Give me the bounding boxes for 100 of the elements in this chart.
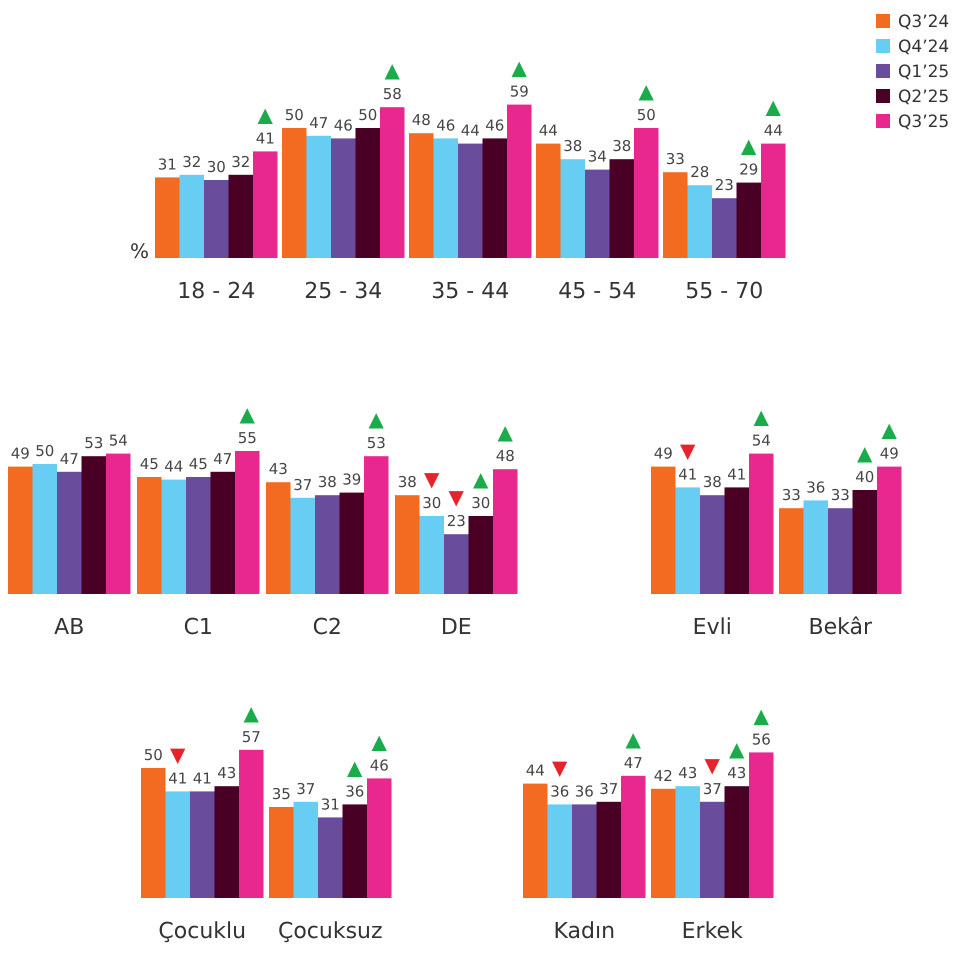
bar bbox=[482, 138, 507, 258]
bar bbox=[269, 807, 294, 898]
data-label: ▲ 56 bbox=[752, 703, 771, 748]
bar bbox=[239, 750, 264, 898]
bar bbox=[290, 498, 315, 594]
data-label: ▼ 30 bbox=[422, 467, 442, 512]
bar bbox=[676, 786, 700, 898]
bar bbox=[32, 464, 57, 594]
data-label: 31 bbox=[158, 155, 177, 174]
data-label: 45 bbox=[140, 455, 159, 473]
data-label: 38 bbox=[612, 137, 632, 156]
bar bbox=[536, 144, 560, 258]
data-label: ▲ 57 bbox=[242, 700, 261, 746]
data-label: 37 bbox=[296, 780, 316, 798]
x-tick-label: AB bbox=[54, 615, 84, 640]
bar bbox=[523, 784, 548, 898]
data-label: 33 bbox=[782, 486, 801, 504]
bar bbox=[736, 182, 761, 258]
data-label: ▲ 36 bbox=[345, 755, 364, 800]
data-label: 33 bbox=[666, 150, 685, 168]
data-label: 43 bbox=[678, 764, 698, 782]
bar bbox=[572, 804, 596, 898]
data-label: 43 bbox=[268, 460, 288, 478]
bar bbox=[315, 495, 340, 594]
data-label: ▼ 37 bbox=[702, 752, 722, 798]
bar bbox=[548, 804, 572, 898]
data-label: 44 bbox=[164, 458, 184, 476]
bar bbox=[253, 151, 278, 258]
data-label: 53 bbox=[84, 434, 104, 452]
data-label: ▲ 58 bbox=[382, 58, 402, 104]
bar bbox=[214, 786, 239, 898]
bar bbox=[468, 516, 493, 594]
data-label: 41 bbox=[727, 465, 746, 484]
bar bbox=[688, 185, 712, 258]
data-label: ▲ 47 bbox=[624, 726, 643, 772]
bar bbox=[507, 104, 532, 258]
bar bbox=[367, 778, 392, 898]
data-label: 54 bbox=[108, 432, 128, 450]
bar bbox=[877, 466, 902, 594]
data-label: 42 bbox=[654, 766, 673, 785]
data-label: 34 bbox=[588, 148, 607, 166]
data-label: ▼ 41 bbox=[168, 742, 188, 788]
data-label: 43 bbox=[217, 764, 236, 782]
legend-label: Q3’24 bbox=[898, 12, 950, 32]
bar bbox=[166, 791, 190, 898]
bar bbox=[610, 159, 634, 258]
data-label: 45 bbox=[188, 455, 208, 473]
x-tick-label: 25 - 34 bbox=[304, 279, 382, 304]
legend-label: Q1’25 bbox=[898, 62, 950, 82]
bar bbox=[804, 500, 828, 594]
data-label: 46 bbox=[485, 116, 504, 134]
legend-label: Q3’25 bbox=[898, 112, 950, 132]
data-label: ▼ 36 bbox=[550, 755, 570, 800]
data-label: ▲ 44 bbox=[764, 94, 783, 140]
data-label: 31 bbox=[320, 795, 340, 814]
bar bbox=[621, 776, 646, 898]
data-label: 50 bbox=[35, 442, 54, 460]
x-tick-label: Bekâr bbox=[808, 615, 873, 640]
bar bbox=[340, 492, 364, 594]
bar bbox=[663, 172, 688, 258]
data-label: 47 bbox=[213, 450, 232, 468]
bar bbox=[82, 456, 106, 594]
bar bbox=[420, 516, 444, 594]
bar bbox=[266, 482, 290, 594]
data-label: 36 bbox=[574, 782, 594, 800]
data-label: 47 bbox=[309, 114, 328, 132]
data-label: ▲ 50 bbox=[636, 79, 656, 124]
data-label: 46 bbox=[436, 116, 456, 134]
data-label: ▼ 41 bbox=[678, 438, 698, 484]
bar bbox=[596, 802, 621, 898]
data-label: 44 bbox=[460, 122, 480, 140]
y-axis-title: % bbox=[130, 239, 149, 263]
bar bbox=[749, 454, 774, 594]
bar bbox=[434, 138, 458, 258]
bar bbox=[634, 128, 658, 258]
data-label: 46 bbox=[334, 116, 353, 134]
data-label: 37 bbox=[599, 780, 618, 798]
bar bbox=[364, 456, 388, 594]
data-label: 37 bbox=[293, 476, 312, 494]
data-label: ▲ 41 bbox=[256, 102, 275, 148]
data-label: ▲ 48 bbox=[496, 420, 515, 466]
data-label: 28 bbox=[690, 163, 710, 182]
x-tick-label: Kadın bbox=[553, 919, 616, 944]
bar bbox=[724, 786, 749, 898]
x-tick-label: Erkek bbox=[682, 919, 744, 944]
bar bbox=[180, 174, 204, 258]
bar bbox=[560, 159, 585, 258]
bar bbox=[342, 804, 367, 898]
data-label: ▲ 54 bbox=[752, 404, 771, 450]
bar bbox=[651, 466, 676, 594]
bar bbox=[409, 133, 434, 258]
bar bbox=[162, 480, 186, 594]
data-label: ▲ 40 bbox=[855, 441, 874, 486]
data-label: ▲ 49 bbox=[880, 418, 899, 463]
data-label: 41 bbox=[192, 769, 212, 788]
data-label: ▲ 55 bbox=[238, 402, 257, 447]
data-label: 36 bbox=[806, 478, 826, 496]
data-label: 47 bbox=[60, 450, 79, 468]
bar bbox=[155, 177, 180, 258]
data-label: 50 bbox=[144, 746, 163, 764]
